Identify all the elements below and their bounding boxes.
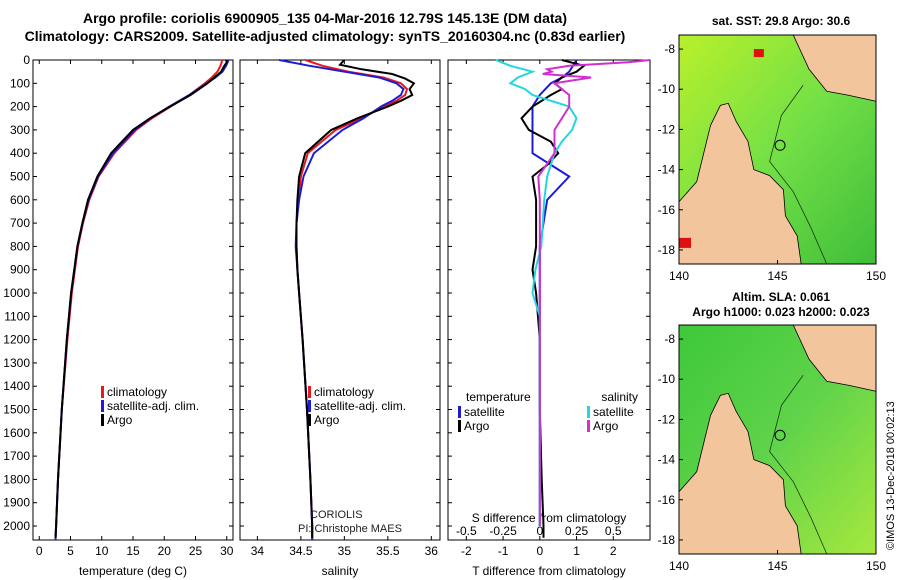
- depth-tick-label: 1000: [3, 286, 30, 300]
- depth-tick-label: 600: [10, 193, 30, 207]
- x-axis-label: salinity: [322, 564, 359, 578]
- depth-tick-label: 1400: [3, 379, 30, 393]
- legend-swatch: [587, 406, 590, 418]
- series-line-argo: [295, 59, 416, 538]
- legend-label: satellite-adj. clim.: [314, 399, 406, 413]
- legend-label: Argo: [593, 419, 619, 433]
- x-tick-label: 10: [95, 544, 109, 558]
- x-tick-label: 35: [338, 544, 352, 558]
- x-tick-label: 35.5: [376, 544, 400, 558]
- plot-frame: [447, 59, 651, 541]
- legend-swatch: [101, 400, 104, 412]
- x-tick-label: 2: [610, 544, 617, 558]
- imos-credit: ©IMOS 13-Dec-2018 00:02:13: [885, 401, 897, 550]
- profile-panel-1: 0100200300400500600700800900100011001200…: [3, 53, 233, 578]
- series-line-argo: [54, 59, 228, 538]
- top-x-tick-label: 0.5: [605, 524, 622, 538]
- legend-swatch: [458, 420, 461, 432]
- legend-label: climatology: [107, 385, 167, 399]
- legend-swatch: [308, 400, 311, 412]
- x-tick-label: 15: [126, 544, 140, 558]
- x-tick-label: 34: [251, 544, 265, 558]
- sst-map-title: sat. SST: 29.8 Argo: 30.6: [711, 14, 851, 28]
- data-source-annotation: CORIOLIS PI: Christophe MAES: [298, 509, 402, 535]
- plot-frame: [239, 59, 441, 541]
- depth-tick-label: 1100: [4, 309, 30, 323]
- top-x-tick-label: -0.5: [456, 524, 477, 538]
- legend-swatch: [308, 386, 311, 398]
- depth-tick-label: 1900: [3, 496, 30, 510]
- depth-tick-label: 1800: [3, 472, 30, 486]
- profile-panel-2: 34 34.5 35 35.5 36 salinity climatologysatelli…: [239, 59, 441, 578]
- legend-swatch: [308, 414, 311, 426]
- x-tick-label: -2: [461, 544, 472, 558]
- legend-swatch: [101, 414, 104, 426]
- depth-tick-label: 2000: [3, 519, 30, 533]
- chart-title-line2: Climatology: CARS2009. Satellite-adjuste…: [24, 28, 626, 44]
- top-x-tick-label: 0: [536, 524, 543, 538]
- depth-tick-label: 900: [10, 263, 30, 277]
- depth-tick-label: 700: [10, 216, 30, 230]
- plot-frame: [32, 59, 234, 541]
- depth-tick-label: 1300: [3, 356, 30, 370]
- depth-tick-label: 1600: [3, 426, 30, 440]
- secondary-axis-label: S difference from climatology: [472, 511, 627, 525]
- x-tick-label: 36: [425, 544, 439, 558]
- sla-map-title-line2: Argo h1000: 0.023 h2000: 0.023: [692, 305, 870, 319]
- depth-tick-label: 1700: [3, 449, 30, 463]
- legend-label: climatology: [314, 385, 374, 399]
- depth-tick-label: 100: [10, 76, 30, 90]
- legend-label: satellite-adj. clim.: [107, 399, 199, 413]
- x-tick-label: 34.5: [289, 544, 313, 558]
- top-x-tick-label: -0.25: [489, 524, 517, 538]
- chart-title-line1: Argo profile: coriolis 6900905_135 04-Ma…: [82, 10, 567, 26]
- x-tick-label: 20: [158, 544, 172, 558]
- annotation-line2: PI: Christophe MAES: [298, 523, 402, 535]
- legend-label: satellite: [464, 405, 505, 419]
- legend-swatch: [101, 386, 104, 398]
- legend-label: Argo: [464, 419, 490, 433]
- series-line-salinity-argo: [537, 59, 651, 526]
- depth-tick-label: 1200: [3, 333, 30, 347]
- x-tick-label: 0: [536, 544, 543, 558]
- x-tick-label: 25: [189, 544, 203, 558]
- x-tick-label: 0: [36, 544, 43, 558]
- x-tick-label: 5: [67, 544, 74, 558]
- depth-tick-label: 800: [10, 239, 30, 253]
- depth-tick-label: 200: [10, 100, 30, 114]
- top-x-tick-label: 0.25: [565, 524, 589, 538]
- legend-label: Argo: [314, 413, 340, 427]
- depth-tick-label: 400: [10, 146, 30, 160]
- legend-heading: salinity: [601, 390, 638, 404]
- x-tick-label: 1: [573, 544, 580, 558]
- profile-panel-3: -2 -1 0 1 2 T difference from climatology -0.5…: [447, 59, 651, 578]
- depth-tick-label: 500: [10, 170, 30, 184]
- depth-tick-label: 0: [23, 53, 30, 67]
- legend-label: Argo: [107, 413, 133, 427]
- legend-swatch: [587, 420, 590, 432]
- x-axis-label: T difference from climatology: [472, 564, 626, 578]
- legend-swatch: [458, 406, 461, 418]
- annotation-line1: CORIOLIS: [310, 509, 363, 521]
- x-axis-label: temperature (deg C): [79, 564, 187, 578]
- depth-tick-label: 1500: [3, 403, 30, 417]
- legend-label: satellite: [593, 405, 634, 419]
- legend-heading: temperature: [466, 390, 531, 404]
- x-tick-label: -1: [498, 544, 509, 558]
- sla-map-title-line1: Altim. SLA: 0.061: [731, 290, 831, 304]
- depth-tick-label: 300: [10, 123, 30, 137]
- x-tick-label: 30: [220, 544, 234, 558]
